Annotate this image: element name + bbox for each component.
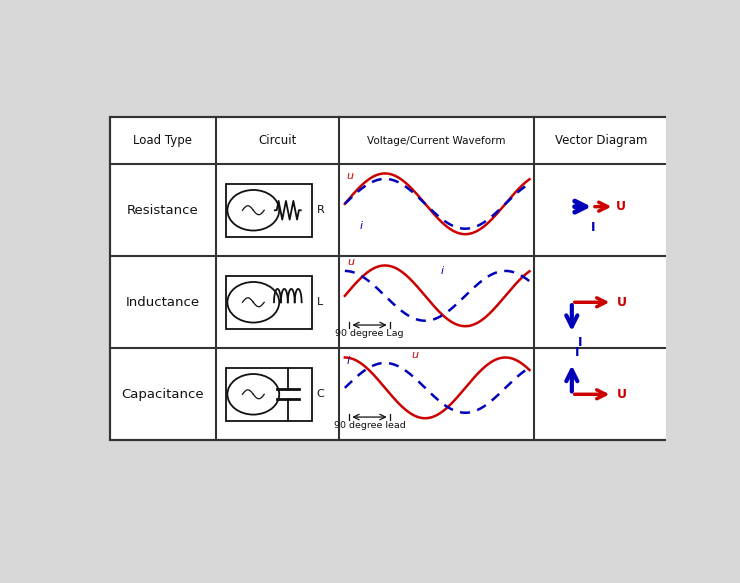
Bar: [226, 368, 312, 421]
Text: i: i: [346, 356, 350, 366]
Text: L: L: [317, 297, 323, 307]
Text: Capacitance: Capacitance: [121, 388, 204, 401]
Text: I: I: [575, 346, 579, 359]
Text: R: R: [317, 205, 324, 215]
Text: u: u: [347, 257, 354, 267]
Text: 90 degree Lag: 90 degree Lag: [335, 329, 404, 338]
Text: u: u: [411, 350, 418, 360]
Bar: [226, 184, 312, 237]
Text: 90 degree lead: 90 degree lead: [334, 421, 406, 430]
Text: I: I: [591, 222, 595, 234]
Text: i: i: [359, 220, 363, 230]
Text: i: i: [441, 266, 444, 276]
Text: Circuit: Circuit: [258, 134, 297, 147]
Text: Voltage/Current Waveform: Voltage/Current Waveform: [367, 136, 506, 146]
Text: I: I: [577, 336, 582, 349]
Text: C: C: [317, 389, 324, 399]
Text: Resistance: Resistance: [127, 203, 198, 217]
Text: u: u: [346, 171, 353, 181]
Text: U: U: [617, 296, 627, 309]
Text: Load Type: Load Type: [133, 134, 192, 147]
Text: Inductance: Inductance: [126, 296, 200, 309]
Text: U: U: [617, 388, 627, 401]
Text: U: U: [616, 200, 625, 213]
Bar: [226, 276, 312, 329]
Bar: [110, 117, 669, 440]
Text: Vector Diagram: Vector Diagram: [555, 134, 648, 147]
